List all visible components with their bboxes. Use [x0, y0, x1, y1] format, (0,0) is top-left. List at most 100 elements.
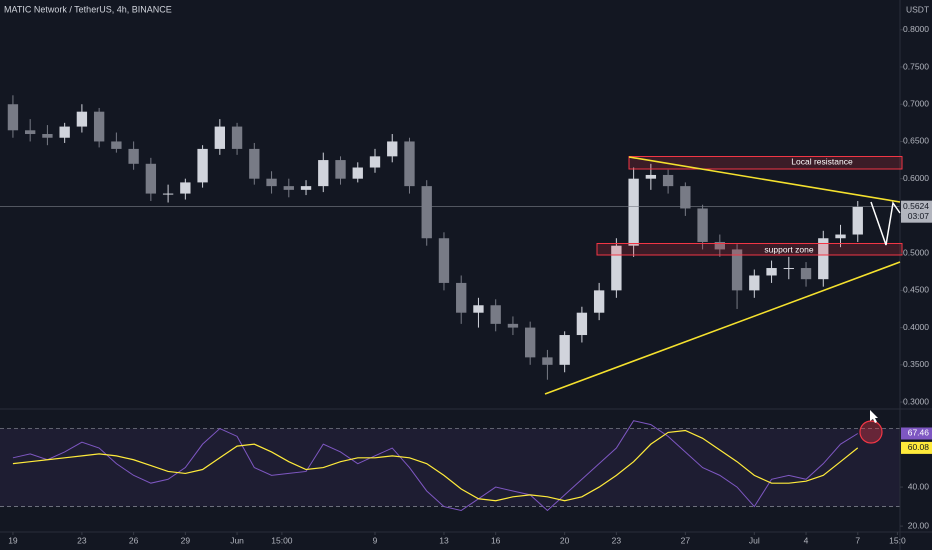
candle-body	[680, 186, 691, 209]
candle-body	[128, 148, 139, 164]
candle-body	[318, 160, 329, 187]
candle-body	[645, 174, 657, 179]
candle-body	[283, 186, 294, 190]
candle-body	[525, 327, 536, 358]
candle-body	[387, 141, 398, 157]
candle-body	[559, 335, 570, 365]
candle-body	[335, 160, 346, 179]
y-tick-label: 20.00	[908, 520, 930, 530]
x-tick-label: Jul	[749, 535, 760, 545]
rsi-band	[0, 428, 900, 507]
last-value-label: 67.46	[908, 428, 930, 438]
candle-body	[404, 141, 415, 187]
x-tick-label: 27	[681, 535, 691, 545]
candle-body	[249, 148, 260, 179]
y-tick-label: 0.6000	[903, 173, 929, 183]
candle-body	[162, 193, 174, 195]
resistance-label: Local resistance	[791, 156, 853, 166]
y-tick-label: 0.7000	[903, 98, 929, 108]
support-label: support zone	[764, 244, 813, 254]
candle-body	[749, 275, 760, 291]
candle-body	[576, 312, 588, 336]
last-price-box	[901, 200, 932, 223]
y-tick-label: 0.3500	[903, 359, 929, 369]
x-tick-label: 9	[373, 535, 378, 545]
candle-body	[59, 126, 70, 138]
y-tick-label: 0.4500	[903, 285, 929, 295]
candle-body	[352, 167, 363, 179]
candle-body	[197, 148, 208, 183]
candle-body	[180, 182, 191, 194]
candle-body	[628, 178, 639, 246]
candle-body	[662, 174, 674, 187]
candle-body	[611, 245, 622, 291]
candle-body	[697, 208, 708, 242]
candle-body	[76, 111, 88, 127]
lower-trendline	[544, 261, 901, 395]
candle-body	[7, 104, 19, 131]
candle-body	[800, 268, 812, 280]
axes: 0.30000.35000.40000.45000.50000.55000.60…	[8, 24, 932, 545]
highlight-circle	[859, 420, 883, 444]
last-price-label: 0.5624	[903, 201, 929, 211]
x-tick-label: 29	[181, 535, 191, 545]
x-tick-label: 26	[129, 535, 139, 545]
cursor-icon	[870, 410, 878, 423]
x-tick-label: 15:0	[889, 535, 906, 545]
projection-path	[870, 201, 901, 246]
y-tick-label: 0.5000	[903, 247, 929, 257]
candle-body	[300, 186, 312, 190]
candle-body	[111, 141, 122, 149]
candle-body	[456, 282, 467, 313]
y-tick-label: 40.00	[908, 481, 930, 491]
candle-body	[369, 156, 381, 168]
plot	[0, 95, 900, 512]
candle-body	[42, 134, 53, 138]
last-value-box	[901, 441, 932, 454]
y-tick-label: 0.3000	[903, 396, 929, 406]
x-tick-label: 19	[8, 535, 18, 545]
candle-body	[214, 126, 225, 149]
candle-body	[818, 238, 829, 280]
x-tick-label: 15:00	[271, 535, 293, 545]
last-value-box	[901, 427, 932, 440]
candle-body	[145, 163, 157, 194]
x-tick-label: 23	[77, 535, 87, 545]
last-value-label: 60.08	[908, 442, 930, 452]
candle-body	[231, 126, 243, 149]
resistance-zone	[628, 156, 903, 170]
x-tick-label: 4	[804, 535, 809, 545]
y-tick-label: 0.7500	[903, 61, 929, 71]
candle-body	[25, 130, 36, 135]
candle-body	[266, 178, 277, 187]
symbol-title: MATIC Network / TetherUS, 4h, BINANCE	[4, 4, 172, 14]
indicator-line	[12, 429, 859, 502]
support-zone	[596, 243, 903, 256]
x-tick-label: 23	[612, 535, 622, 545]
candle-body	[438, 238, 450, 283]
rsi-pane	[0, 428, 900, 507]
countdown-label: 03:07	[908, 211, 930, 221]
x-tick-label: 13	[439, 535, 449, 545]
currency-label: USDT	[906, 4, 929, 14]
x-tick-label: 20	[560, 535, 570, 545]
y-tick-label: 0.8000	[903, 24, 929, 34]
candle-body	[93, 111, 105, 142]
x-tick-label: 7	[855, 535, 860, 545]
y-tick-label: 0.6500	[903, 136, 929, 146]
candle-body	[783, 268, 794, 270]
candle-body	[593, 290, 605, 313]
candle-body	[852, 206, 863, 235]
candle-body	[714, 241, 725, 250]
y-tick-label: 0.4000	[903, 322, 929, 332]
candle-body	[473, 305, 484, 313]
candle-body	[542, 357, 553, 365]
x-tick-label: Jun	[230, 535, 244, 545]
candle-body	[507, 323, 519, 328]
candle-body	[731, 249, 743, 291]
upper-trendline	[628, 156, 901, 203]
candle-body	[421, 186, 432, 239]
indicator-line	[12, 420, 859, 512]
candle-body	[766, 268, 777, 276]
